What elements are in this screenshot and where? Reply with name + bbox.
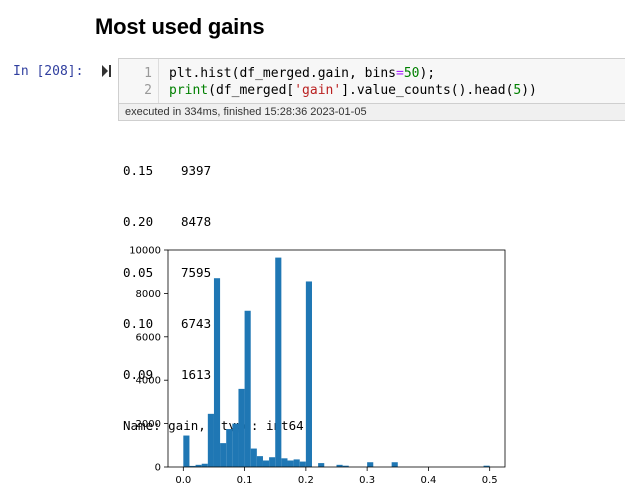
- histogram-bar: [318, 463, 325, 467]
- line-number-gutter: 1 2: [119, 59, 159, 103]
- code-cell-input[interactable]: 1 2 plt.hist(df_merged.gain, bins=50); p…: [118, 58, 625, 104]
- line-number: 1: [144, 66, 152, 81]
- output-row: 0.10 6743: [123, 315, 304, 332]
- output-value: 8478: [181, 214, 212, 229]
- histogram-bar: [183, 435, 190, 467]
- histogram-bar: [250, 448, 257, 467]
- output-row: 0.15 9397: [123, 162, 304, 179]
- output-value: 9397: [181, 163, 212, 178]
- histogram-bar: [367, 462, 374, 467]
- histogram-bar: [305, 281, 312, 467]
- output-value: 6743: [181, 316, 212, 331]
- histogram-bar: [207, 413, 214, 467]
- output-value: 1613: [181, 367, 212, 382]
- histogram-bar: [232, 423, 239, 467]
- output-key: 0.05: [123, 265, 154, 280]
- histogram-bar: [287, 460, 294, 467]
- histogram-bar: [293, 459, 300, 467]
- histogram-bar: [483, 465, 490, 467]
- histogram-bar: [238, 388, 245, 467]
- histogram-bar: [269, 457, 276, 467]
- histogram-chart: 0 2000 4000 6000 8000 10000 0.0 0.1 0.2 0.3 0.4 0.…: [129, 246, 506, 486]
- output-key: 0.20: [123, 214, 154, 229]
- histogram-bar: [220, 443, 227, 467]
- output-row: 0.20 8478: [123, 213, 304, 230]
- y-tick-label: 10000: [129, 246, 161, 257]
- histogram-bar: [226, 429, 233, 467]
- line-number: 2: [144, 83, 152, 98]
- x-tick-label: 0.0: [175, 475, 191, 486]
- y-tick-label: 0: [155, 463, 161, 474]
- histogram-bar: [195, 464, 202, 467]
- histogram-bar: [275, 257, 282, 467]
- section-heading: Most used gains: [95, 14, 265, 39]
- output-row: 0.05 7595: [123, 264, 304, 281]
- histogram-bar: [299, 461, 306, 467]
- output-value: 7595: [181, 265, 212, 280]
- output-key: 0.09: [123, 367, 154, 382]
- output-key: 0.15: [123, 163, 154, 178]
- histogram-bar: [262, 460, 270, 467]
- cell-prompt: In [208]:: [13, 64, 84, 79]
- y-tick-label: 2000: [136, 419, 161, 430]
- x-tick-label: 0.2: [298, 475, 314, 486]
- histogram-bar: [213, 278, 221, 467]
- y-tick-label: 8000: [136, 289, 161, 300]
- histogram-bar: [256, 456, 263, 467]
- output-row: 0.09 1613: [123, 366, 304, 383]
- execution-info: executed in 334ms, finished 15:28:36 202…: [118, 104, 625, 121]
- run-cell-icon[interactable]: [102, 64, 112, 78]
- code-line-2: print(df_merged['gain'].value_counts().h…: [169, 83, 537, 98]
- histogram-bar: [189, 465, 196, 467]
- code-line-1: plt.hist(df_merged.gain, bins=50);: [169, 66, 436, 81]
- output-key: 0.10: [123, 316, 154, 331]
- plot-frame: [167, 249, 506, 468]
- y-tick-label: 6000: [136, 332, 161, 343]
- histogram-bar: [244, 310, 251, 467]
- histogram-bar: [342, 465, 349, 467]
- x-tick-label: 0.3: [359, 475, 375, 486]
- y-tick-label: 4000: [136, 376, 161, 387]
- x-tick-label: 0.4: [420, 475, 436, 486]
- x-tick-label: 0.5: [482, 475, 498, 486]
- histogram-bar: [281, 458, 288, 467]
- histogram-bar: [201, 463, 208, 467]
- histogram-bar: [336, 464, 343, 467]
- x-tick-label: 0.1: [237, 475, 253, 486]
- histogram-bar: [391, 462, 398, 467]
